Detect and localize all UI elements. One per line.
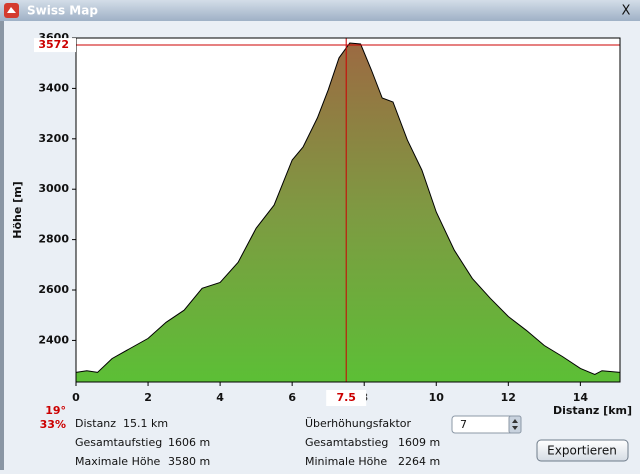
title-bar: [0, 0, 640, 21]
stat-value: 3580 m: [168, 455, 210, 468]
stat-label: Überhöhungsfaktor: [305, 417, 411, 430]
cursor-x-label: 7.5: [336, 391, 356, 404]
export-button[interactable]: [536, 439, 629, 462]
x-axis-label: Distanz [km]: [553, 404, 632, 417]
y-tick-label: 2600: [38, 283, 69, 296]
x-tick-label: 10: [429, 391, 445, 404]
slope-percent: 33%: [40, 418, 66, 431]
stat-label: Minimale Höhe: [305, 455, 387, 468]
stat-value: 15.1 km: [123, 417, 168, 430]
slope-degrees: 19°: [45, 404, 66, 417]
x-tick-label: 4: [216, 391, 224, 404]
factor-value: 7: [460, 418, 467, 431]
y-tick-label: 3400: [38, 81, 69, 94]
stat-label: Gesamtaufstieg: [75, 436, 162, 449]
close-button[interactable]: X: [622, 4, 631, 19]
stat-value: 2264 m: [398, 455, 440, 468]
window-edge: [0, 21, 4, 470]
y-tick-label: 2400: [38, 333, 69, 346]
window-title: Swiss Map: [27, 4, 98, 18]
x-tick-label: 0: [72, 391, 80, 404]
x-tick-label: 6: [288, 391, 296, 404]
x-tick-label: 12: [501, 391, 516, 404]
cursor-y-box: [34, 38, 76, 53]
factor-stepper[interactable]: [508, 415, 522, 434]
chart-marks: [75, 38, 621, 382]
x-tick-label: 2: [144, 391, 152, 404]
app-icon-glyph: [7, 7, 16, 13]
cursor-x-box: [326, 390, 367, 406]
y-axis-label: Höhe [m]: [11, 181, 24, 238]
y-tick-label: 3000: [38, 182, 69, 195]
plot-border: [75, 37, 621, 383]
x-tick-label: 14: [573, 391, 589, 404]
stat-label: Distanz: [75, 417, 116, 430]
y-tick-label: 3200: [38, 132, 69, 145]
stat-label: Gesamtabstieg: [305, 436, 388, 449]
stat-value: 1606 m: [168, 436, 210, 449]
stat-value: 1609 m: [398, 436, 440, 449]
stat-label: Maximale Höhe: [75, 455, 161, 468]
stepper-arrows: [512, 419, 518, 430]
export-button-label: Exportieren: [547, 444, 617, 458]
y-tick-label: 2800: [38, 233, 69, 246]
terrain-area: [76, 43, 620, 382]
terrain-line: [75, 42, 621, 375]
cursor-y-label: 3572: [38, 38, 69, 51]
